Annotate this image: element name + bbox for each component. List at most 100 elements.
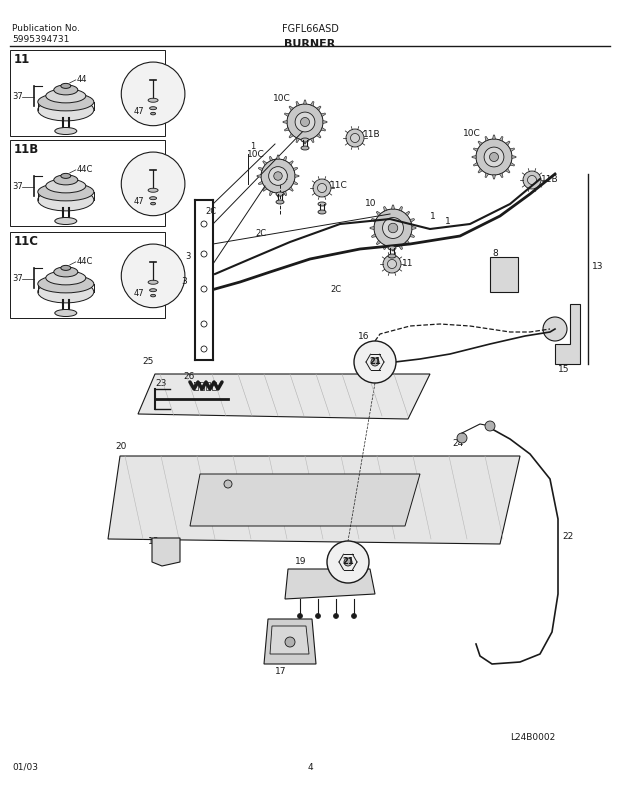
Ellipse shape bbox=[55, 128, 77, 134]
Circle shape bbox=[287, 104, 323, 140]
Polygon shape bbox=[293, 168, 298, 171]
Polygon shape bbox=[399, 206, 402, 211]
Polygon shape bbox=[410, 234, 415, 237]
Text: 22: 22 bbox=[562, 532, 574, 541]
Circle shape bbox=[327, 541, 369, 583]
Polygon shape bbox=[376, 211, 381, 216]
Polygon shape bbox=[492, 135, 495, 139]
Circle shape bbox=[476, 139, 512, 175]
Circle shape bbox=[350, 133, 360, 142]
Text: 44C: 44C bbox=[77, 165, 93, 175]
Circle shape bbox=[457, 433, 467, 443]
Circle shape bbox=[383, 218, 404, 238]
Polygon shape bbox=[270, 191, 273, 195]
Polygon shape bbox=[399, 245, 402, 249]
Polygon shape bbox=[371, 234, 376, 237]
Text: 15: 15 bbox=[558, 365, 570, 374]
Polygon shape bbox=[264, 619, 316, 664]
Circle shape bbox=[201, 321, 207, 327]
Circle shape bbox=[334, 614, 339, 619]
Text: 11C: 11C bbox=[330, 181, 348, 190]
Polygon shape bbox=[259, 181, 263, 184]
Text: 2C: 2C bbox=[255, 229, 266, 238]
Polygon shape bbox=[323, 121, 327, 123]
Text: 37: 37 bbox=[12, 183, 23, 191]
Ellipse shape bbox=[148, 98, 158, 102]
Text: 11B: 11B bbox=[14, 143, 39, 156]
Polygon shape bbox=[285, 113, 289, 117]
Text: 2: 2 bbox=[282, 173, 287, 182]
Polygon shape bbox=[270, 626, 309, 654]
Text: Publication No.: Publication No. bbox=[12, 24, 80, 33]
Polygon shape bbox=[492, 175, 495, 179]
Text: 11: 11 bbox=[14, 53, 30, 66]
Polygon shape bbox=[474, 148, 478, 152]
Polygon shape bbox=[296, 138, 299, 143]
Polygon shape bbox=[405, 241, 410, 245]
Ellipse shape bbox=[46, 89, 86, 103]
Polygon shape bbox=[472, 156, 476, 159]
Polygon shape bbox=[108, 456, 520, 544]
Text: 25: 25 bbox=[142, 357, 153, 366]
Text: 1: 1 bbox=[445, 217, 451, 226]
Circle shape bbox=[388, 260, 397, 268]
Ellipse shape bbox=[38, 189, 94, 211]
Polygon shape bbox=[376, 241, 381, 245]
Polygon shape bbox=[289, 187, 293, 191]
Polygon shape bbox=[289, 160, 293, 165]
Circle shape bbox=[528, 175, 536, 184]
Text: 14: 14 bbox=[542, 327, 554, 336]
Circle shape bbox=[313, 179, 331, 197]
Ellipse shape bbox=[46, 179, 86, 193]
Bar bbox=[10, 50, 165, 136]
Circle shape bbox=[261, 159, 295, 193]
Ellipse shape bbox=[38, 281, 94, 303]
Text: 11B: 11B bbox=[541, 175, 559, 184]
Text: 47: 47 bbox=[134, 197, 144, 206]
Polygon shape bbox=[138, 374, 430, 419]
Text: 17: 17 bbox=[275, 667, 286, 676]
Polygon shape bbox=[304, 100, 306, 104]
Circle shape bbox=[316, 614, 321, 619]
Polygon shape bbox=[270, 156, 273, 161]
Polygon shape bbox=[289, 106, 293, 110]
Text: 10: 10 bbox=[365, 199, 377, 208]
Polygon shape bbox=[285, 128, 289, 131]
Polygon shape bbox=[321, 128, 326, 131]
Ellipse shape bbox=[55, 310, 77, 317]
Text: 18: 18 bbox=[148, 537, 159, 546]
Polygon shape bbox=[506, 168, 510, 173]
Polygon shape bbox=[485, 137, 489, 141]
Circle shape bbox=[383, 255, 401, 273]
Text: 11: 11 bbox=[402, 259, 414, 268]
Circle shape bbox=[484, 147, 504, 167]
Polygon shape bbox=[391, 247, 394, 251]
Polygon shape bbox=[510, 163, 515, 166]
Polygon shape bbox=[304, 140, 306, 144]
Polygon shape bbox=[391, 205, 394, 209]
Ellipse shape bbox=[54, 267, 78, 277]
Ellipse shape bbox=[148, 280, 158, 284]
Ellipse shape bbox=[61, 83, 71, 88]
Polygon shape bbox=[478, 141, 482, 145]
Circle shape bbox=[352, 614, 356, 619]
Polygon shape bbox=[555, 304, 580, 364]
Polygon shape bbox=[500, 173, 503, 178]
Circle shape bbox=[346, 129, 364, 147]
Ellipse shape bbox=[318, 202, 326, 206]
Text: FGFL66ASD: FGFL66ASD bbox=[281, 24, 339, 34]
Text: 10C: 10C bbox=[463, 129, 481, 138]
Circle shape bbox=[122, 62, 185, 125]
Polygon shape bbox=[512, 156, 516, 159]
Polygon shape bbox=[317, 133, 321, 138]
Ellipse shape bbox=[318, 210, 326, 214]
Text: 3: 3 bbox=[185, 252, 190, 261]
Circle shape bbox=[371, 358, 379, 366]
Bar bbox=[10, 232, 165, 318]
Text: 10C: 10C bbox=[273, 94, 291, 103]
Text: 2C: 2C bbox=[330, 285, 341, 294]
Polygon shape bbox=[263, 160, 267, 165]
Circle shape bbox=[374, 209, 412, 247]
Ellipse shape bbox=[61, 265, 71, 271]
Circle shape bbox=[224, 480, 232, 488]
